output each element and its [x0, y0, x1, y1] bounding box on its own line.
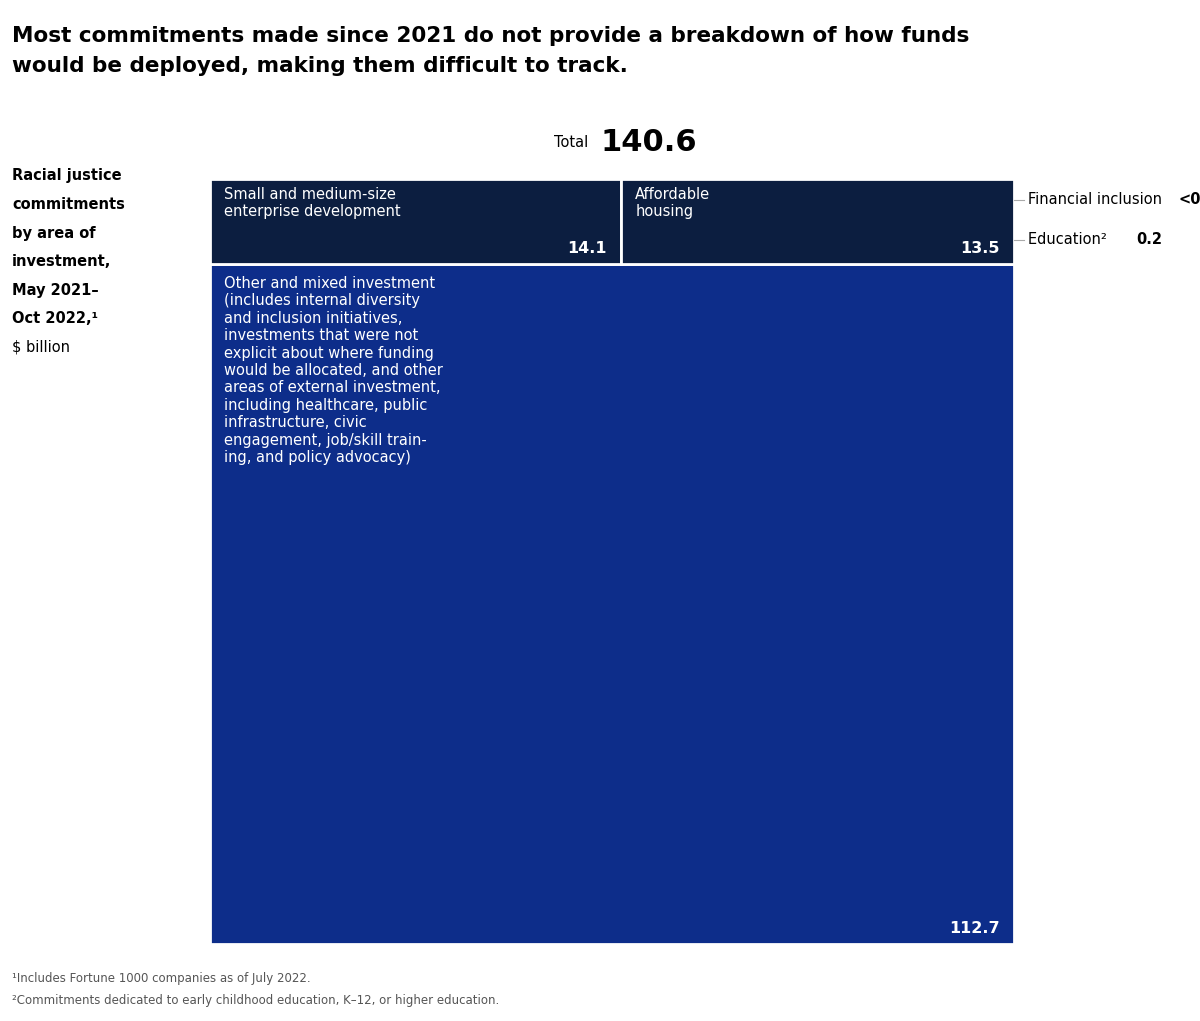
- Text: Other and mixed investment
(includes internal diversity
and inclusion initiative: Other and mixed investment (includes int…: [224, 276, 443, 465]
- Bar: [210, 263, 1014, 944]
- Text: investment,: investment,: [12, 254, 112, 270]
- Text: commitments: commitments: [12, 197, 125, 212]
- Text: 0.2: 0.2: [1136, 233, 1163, 247]
- Text: Financial inclusion: Financial inclusion: [1028, 192, 1168, 207]
- Text: Education²: Education²: [1028, 233, 1112, 247]
- Text: May 2021–: May 2021–: [12, 283, 98, 298]
- Bar: [620, 179, 1014, 263]
- Text: ¹Includes Fortune 1000 companies as of July 2022.: ¹Includes Fortune 1000 companies as of J…: [12, 972, 311, 985]
- Text: <0.1: <0.1: [1178, 192, 1200, 207]
- Text: by area of: by area of: [12, 226, 96, 241]
- Text: Total: Total: [553, 136, 588, 150]
- Text: Oct 2022,¹: Oct 2022,¹: [12, 311, 98, 327]
- Text: ²Commitments dedicated to early childhood education, K–12, or higher education.: ²Commitments dedicated to early childhoo…: [12, 994, 499, 1008]
- Text: Small and medium-size
enterprise development: Small and medium-size enterprise develop…: [224, 187, 401, 220]
- Text: Racial justice: Racial justice: [12, 168, 121, 184]
- Text: 13.5: 13.5: [960, 241, 1000, 255]
- Text: Most commitments made since 2021 do not provide a breakdown of how funds: Most commitments made since 2021 do not …: [12, 26, 970, 46]
- Text: 14.1: 14.1: [566, 241, 606, 255]
- Text: would be deployed, making them difficult to track.: would be deployed, making them difficult…: [12, 56, 628, 77]
- Bar: [210, 179, 620, 263]
- Text: 140.6: 140.6: [600, 129, 697, 157]
- Text: $ billion: $ billion: [12, 340, 70, 355]
- Text: 112.7: 112.7: [949, 921, 1000, 936]
- Text: Affordable
housing: Affordable housing: [635, 187, 710, 220]
